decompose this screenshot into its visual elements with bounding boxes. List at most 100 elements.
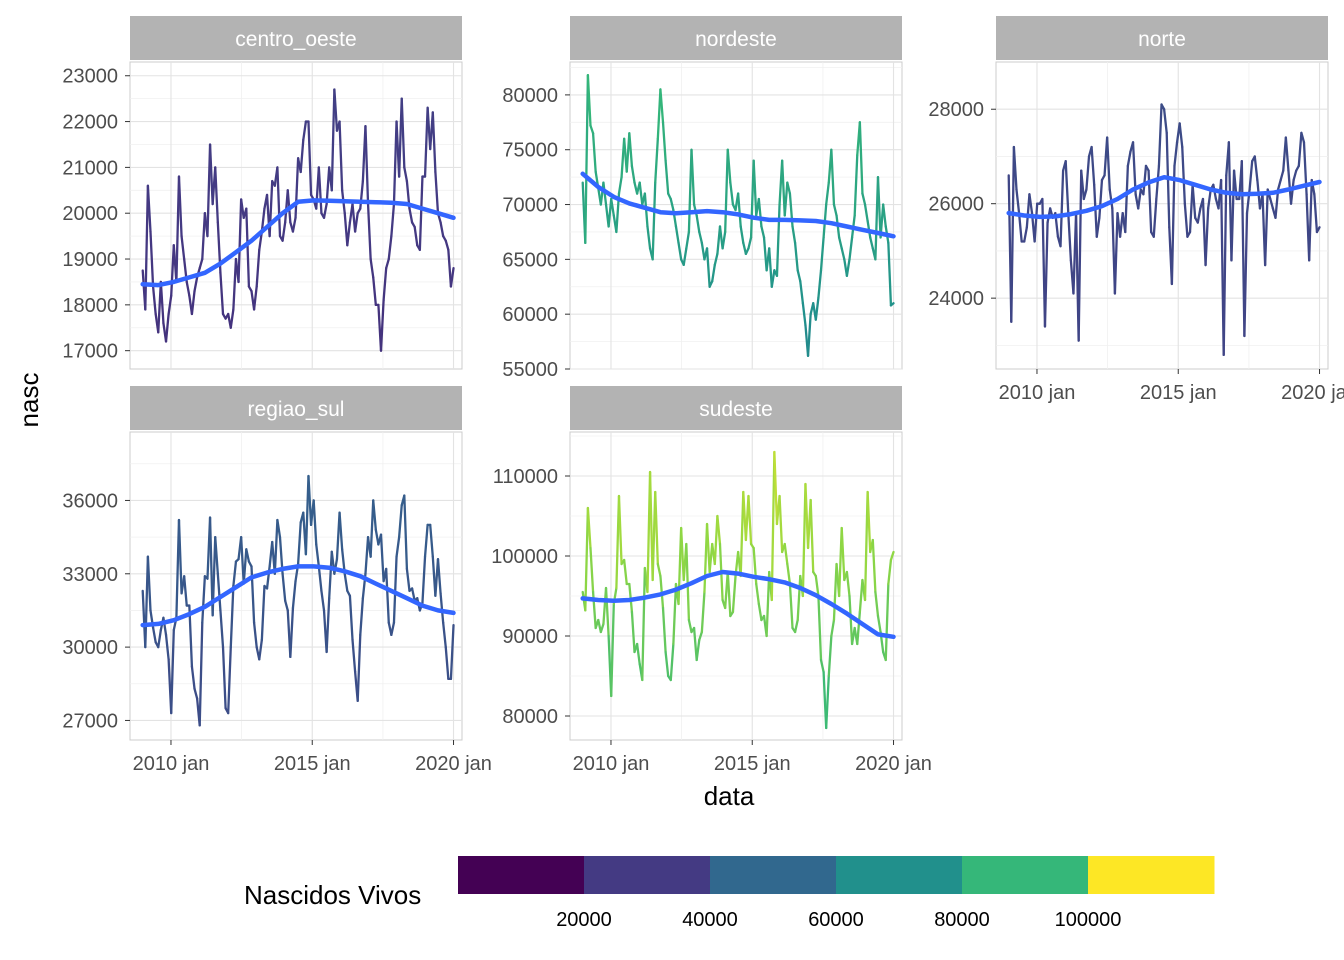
series-segment (307, 474, 313, 527)
series-segment (291, 216, 297, 233)
y-tick-label: 75000 (502, 140, 558, 162)
y-tick-label: 110000 (493, 466, 558, 488)
series-segment (400, 97, 406, 169)
series-segment (635, 642, 641, 666)
series-segment (289, 606, 295, 659)
series-segment (338, 511, 344, 551)
series-line (140, 88, 456, 352)
series-segment (869, 236, 874, 250)
series-segment (589, 546, 595, 594)
series-segment (796, 574, 802, 622)
y-tick-label: 65000 (502, 249, 558, 271)
series-segment (1253, 155, 1259, 182)
series-segment (1274, 188, 1280, 220)
y-tick-label: 70000 (502, 195, 558, 217)
series-segment (364, 535, 370, 575)
x-tick-label: 2020 jan (1281, 382, 1344, 404)
series-segment (403, 166, 409, 183)
panel-regiao_sul: regiao_sul 27000 30000 33000 36000 2010 jan 20… (62, 386, 492, 775)
series-segment (682, 247, 688, 266)
series-segment (322, 202, 328, 219)
legend-break-label: 20000 (556, 909, 612, 931)
x-axis-title: data (704, 781, 755, 811)
series-segment (307, 120, 313, 197)
series-segment (353, 212, 359, 233)
series-segment (232, 257, 238, 311)
smooth-trend-line (580, 569, 896, 640)
series-segment (664, 159, 670, 195)
series-segment (385, 257, 390, 270)
series-segment (848, 236, 854, 261)
series-segment (765, 570, 771, 638)
series-segment (252, 621, 258, 649)
series-segment (1204, 207, 1210, 267)
series-segment (1222, 174, 1228, 356)
series-segment (214, 535, 219, 575)
series-segment (845, 570, 851, 598)
y-tick-label: 60000 (502, 304, 558, 326)
series-segment (599, 622, 605, 634)
series-segment (149, 230, 155, 288)
series-segment (819, 658, 825, 674)
series-segment (664, 650, 670, 678)
series-segment (379, 533, 385, 583)
series-segment (832, 562, 838, 622)
series-segment (889, 550, 895, 562)
series-segment (444, 645, 450, 681)
series-segment (1230, 169, 1236, 262)
smooth-trend-line (140, 564, 456, 628)
series-segment (395, 535, 401, 558)
series-segment (783, 181, 789, 217)
series-segment (343, 572, 349, 593)
series-segment (674, 225, 680, 245)
series-segment (356, 633, 362, 703)
x-tick-label: 2010 jan (133, 753, 210, 775)
y-tick-label: 19000 (62, 249, 118, 271)
series-segment (814, 296, 820, 321)
smooth-trend-line (1006, 174, 1322, 220)
series-segment (164, 312, 170, 343)
series-segment (439, 592, 445, 624)
series-segment (198, 257, 204, 270)
series-segment (1017, 211, 1023, 243)
series-segment (760, 225, 766, 239)
legend-break-label: 100000 (1055, 909, 1122, 931)
series-segment (325, 597, 331, 654)
y-tick-label: 26000 (928, 194, 984, 216)
series-segment (201, 575, 207, 624)
series-segment (1082, 188, 1088, 201)
series-segment (366, 202, 372, 261)
series-segment (848, 594, 854, 646)
series-segment (641, 566, 647, 682)
series-segment (884, 582, 890, 662)
series-segment (346, 221, 352, 247)
facet-strip (130, 16, 462, 60)
series-segment (164, 633, 170, 661)
series-segment (232, 560, 238, 588)
series-segment (1064, 160, 1070, 215)
series-segment (390, 621, 396, 637)
series-segment (731, 574, 737, 614)
series-segment (695, 638, 701, 662)
series-segment (726, 148, 732, 184)
series-segment (242, 548, 248, 585)
facet-strip-label: nordeste (695, 28, 777, 51)
series-segment (726, 570, 732, 618)
series-segment (778, 494, 784, 554)
series-segment (628, 132, 634, 168)
series-segment (773, 450, 779, 526)
series-segment (390, 202, 396, 238)
series-segment (260, 584, 266, 641)
series-segment (1108, 188, 1114, 210)
series-segment (281, 572, 287, 602)
series-segment (669, 642, 675, 682)
series-segment (1113, 211, 1119, 295)
series-segment (617, 494, 623, 566)
series-segment (431, 111, 437, 174)
series-segment (317, 166, 323, 215)
y-tick-label: 24000 (928, 288, 984, 310)
series-segment (284, 599, 289, 612)
series-segment (752, 159, 758, 217)
series-segment (871, 538, 877, 594)
